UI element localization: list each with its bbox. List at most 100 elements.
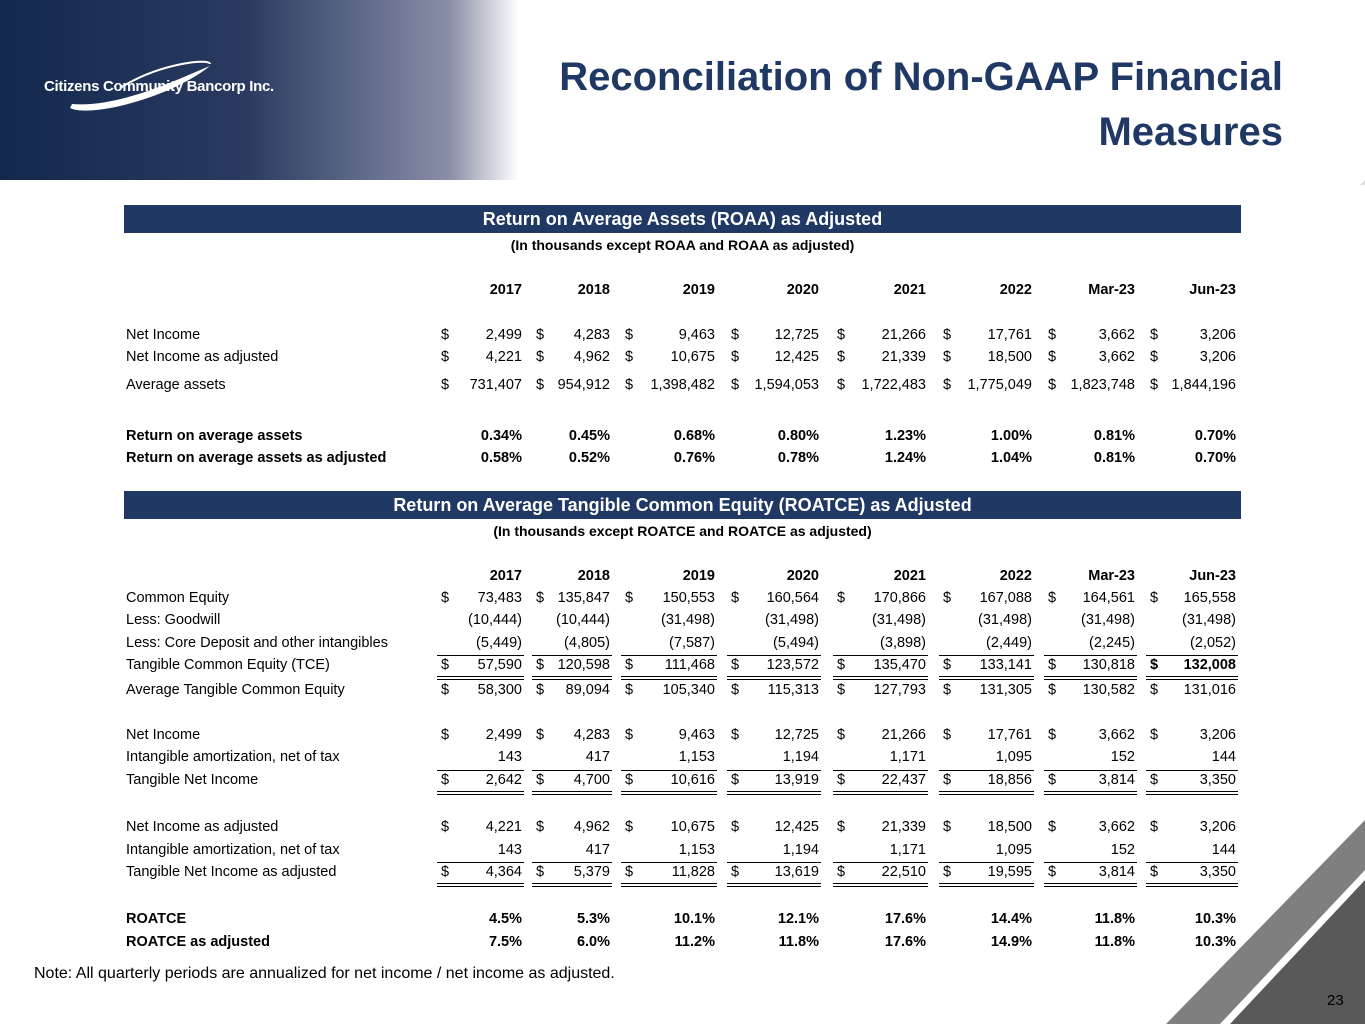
cell-value: 73,483 <box>477 590 522 606</box>
dollar-sign: $ <box>1150 349 1159 365</box>
cell-value: 144 <box>1211 749 1236 765</box>
cell-value: 143 <box>497 749 522 765</box>
cell-value: 160,564 <box>766 590 819 606</box>
cell-value: 0.52% <box>568 450 610 466</box>
cell-value: 17,761 <box>987 727 1032 743</box>
cell-value: 21,339 <box>881 819 926 835</box>
total-double-rule <box>727 791 821 795</box>
dollar-sign: $ <box>943 819 952 835</box>
dollar-sign: $ <box>625 682 634 698</box>
column-header: 2019 <box>682 282 715 298</box>
cell-value: 1.00% <box>990 428 1032 444</box>
cell-value: (5,449) <box>476 635 522 651</box>
cell-value: 12,725 <box>774 727 819 743</box>
cell-value: 0.70% <box>1194 450 1236 466</box>
cell-value: 12.1% <box>777 911 819 927</box>
table-row: ROATCE 4.5% 5.3% 10.1% 12.1% 17.6% 14.4% 11.8% 1… <box>0 911 1365 931</box>
row-label: Net Income as adjusted <box>126 819 279 835</box>
page-number: 23 <box>1327 992 1344 1009</box>
dollar-sign: $ <box>441 377 450 393</box>
dollar-sign: $ <box>536 772 545 788</box>
dollar-sign: $ <box>1048 349 1057 365</box>
dollar-sign: $ <box>441 682 450 698</box>
dollar-sign: $ <box>837 590 846 606</box>
dollar-sign: $ <box>625 327 634 343</box>
table-row: Intangible amortization, net of tax 143 41… <box>0 749 1365 769</box>
cell-value: (31,498) <box>871 612 926 628</box>
dollar-sign: $ <box>625 864 634 880</box>
total-double-rule <box>437 791 524 795</box>
cell-value: 417 <box>585 842 610 858</box>
total-double-rule <box>727 883 821 887</box>
cell-value: (2,245) <box>1089 635 1135 651</box>
table-row: Tangible Common Equity (TCE) $57,590 $120,… <box>0 657 1365 677</box>
total-double-rule <box>532 676 612 680</box>
cell-value: 11.2% <box>674 934 715 950</box>
table-row: Return on average assets 0.34% 0.45% 0.68% 0… <box>0 428 1365 448</box>
dollar-sign: $ <box>731 590 740 606</box>
cell-value: (31,498) <box>1080 612 1135 628</box>
cell-value: 1,823,748 <box>1070 377 1135 393</box>
cell-value: 9,463 <box>678 727 715 743</box>
subtotal-rule <box>939 862 1034 863</box>
dollar-sign: $ <box>731 349 740 365</box>
dollar-sign: $ <box>731 772 740 788</box>
dollar-sign: $ <box>943 727 952 743</box>
cell-value: 11.8% <box>778 934 819 950</box>
cell-value: 131,016 <box>1183 682 1236 698</box>
dollar-sign: $ <box>837 864 846 880</box>
dollar-sign: $ <box>837 819 846 835</box>
cell-value: 1,095 <box>995 842 1032 858</box>
cell-value: 0.80% <box>777 428 819 444</box>
footnote: Note: All quarterly periods are annualiz… <box>34 965 615 982</box>
cell-value: 14.9% <box>990 934 1032 950</box>
total-double-rule <box>727 676 821 680</box>
table-row: Tangible Net Income $2,642 $4,700 $10,616 $1… <box>0 772 1365 792</box>
cell-value: 167,088 <box>979 590 1032 606</box>
row-label: Less: Goodwill <box>126 612 221 628</box>
cell-value: 12,425 <box>774 349 819 365</box>
table-row: Net Income $2,499 $4,283 $9,463 $12,725 $21,2… <box>0 327 1365 347</box>
cell-value: 10,616 <box>670 772 715 788</box>
total-double-rule <box>621 883 717 887</box>
total-double-rule <box>1146 791 1238 795</box>
cell-value: 18,500 <box>987 349 1032 365</box>
dollar-sign: $ <box>1150 377 1159 393</box>
cell-value: (10,444) <box>555 612 610 628</box>
dollar-sign: $ <box>625 377 634 393</box>
dollar-sign: $ <box>1150 682 1159 698</box>
row-label: Average Tangible Common Equity <box>126 682 345 698</box>
dollar-sign: $ <box>943 327 952 343</box>
table-row: Less: Goodwill (10,444) (10,444) (31,498) (3… <box>0 612 1365 632</box>
cell-value: 133,141 <box>979 657 1032 673</box>
cell-value: 57,590 <box>477 657 522 673</box>
decorative-stripes <box>1166 180 1365 1024</box>
cell-value: 152 <box>1110 749 1135 765</box>
cell-value: 130,818 <box>1082 657 1135 673</box>
table-row: Intangible amortization, net of tax 143 41… <box>0 842 1365 862</box>
cell-value: 144 <box>1211 842 1236 858</box>
dollar-sign: $ <box>1150 864 1159 880</box>
table-row: ROATCE as adjusted 7.5% 6.0% 11.2% 11.8% 17.6… <box>0 934 1365 954</box>
row-label: Net Income as adjusted <box>126 349 279 365</box>
cell-value: 143 <box>497 842 522 858</box>
row-label: Average assets <box>126 377 226 393</box>
dollar-sign: $ <box>837 727 846 743</box>
total-double-rule <box>437 883 524 887</box>
total-double-rule <box>1044 883 1137 887</box>
dollar-sign: $ <box>536 590 545 606</box>
cell-value: 132,008 <box>1183 657 1236 673</box>
cell-value: 3,206 <box>1199 819 1236 835</box>
cell-value: 0.58% <box>480 450 522 466</box>
dollar-sign: $ <box>731 864 740 880</box>
dollar-sign: $ <box>1048 819 1057 835</box>
table-row: Average assets $731,407 $954,912 $1,398,482… <box>0 377 1365 397</box>
cell-value: 3,814 <box>1098 864 1135 880</box>
cell-value: 2,499 <box>485 327 522 343</box>
cell-value: 3,206 <box>1199 727 1236 743</box>
cell-value: 120,598 <box>557 657 610 673</box>
cell-value: 12,425 <box>774 819 819 835</box>
dollar-sign: $ <box>441 864 450 880</box>
cell-value: 4,962 <box>573 819 610 835</box>
column-header: 2019 <box>682 568 715 584</box>
